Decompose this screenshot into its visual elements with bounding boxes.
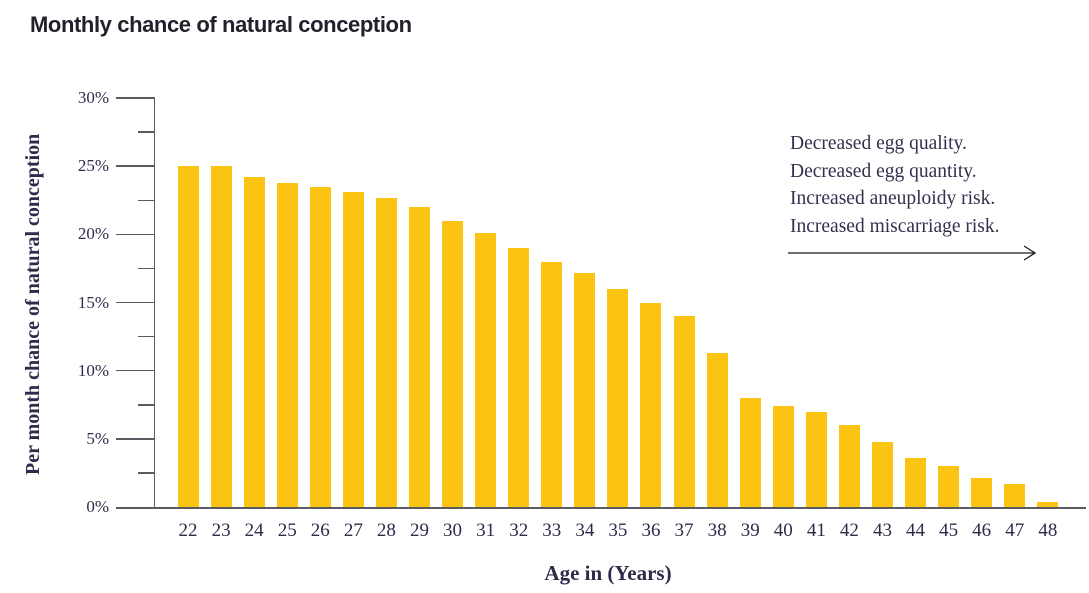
x-tick-label: 37	[674, 520, 694, 541]
bar-age-40	[772, 406, 794, 507]
x-tick-label: 36	[641, 520, 661, 541]
bar-age-30	[442, 220, 464, 507]
bar-age-48	[1037, 501, 1059, 507]
bar-age-26	[309, 186, 331, 507]
bar-age-39	[739, 397, 761, 507]
bar-age-35	[607, 288, 629, 507]
x-tick-label: 41	[806, 520, 826, 541]
x-tick-label: 38	[707, 520, 727, 541]
bar-age-42	[838, 425, 860, 507]
x-tick-label: 39	[740, 520, 760, 541]
bar-age-45	[938, 466, 960, 507]
bar-age-28	[375, 197, 397, 507]
y-axis-label: Per month chance of natural conception	[22, 133, 44, 475]
x-tick-label: 29	[409, 520, 429, 541]
y-major-tick	[116, 165, 155, 167]
bar-age-23	[210, 166, 232, 507]
bar-age-33	[541, 261, 563, 507]
y-tick-label: 0%	[86, 497, 109, 516]
bar-age-32	[508, 247, 530, 507]
x-axis-line	[116, 507, 1086, 509]
x-tick-label: 48	[1038, 520, 1058, 541]
bar-age-24	[243, 177, 265, 507]
y-minor-tick	[138, 335, 155, 338]
x-tick-label: 46	[972, 520, 992, 541]
x-tick-label: 23	[211, 520, 231, 541]
y-tick-label: 30%	[77, 88, 109, 107]
bar-age-47	[1004, 483, 1026, 507]
annotation: Decreased egg quality. Decreased egg quan…	[790, 130, 1000, 240]
bar-age-31	[475, 232, 497, 507]
x-tick-label: 25	[277, 520, 297, 541]
y-tick-label: 25%	[77, 156, 109, 176]
annotation-line: Decreased egg quantity.	[790, 160, 977, 182]
bar-age-44	[905, 457, 927, 507]
bar-age-38	[706, 352, 728, 507]
y-minor-tick	[138, 404, 155, 406]
y-minor-tick	[138, 199, 155, 201]
x-tick-label: 45	[939, 520, 959, 541]
x-tick-label: 34	[575, 520, 595, 541]
x-tick-label: 40	[773, 520, 793, 541]
bar-age-34	[574, 272, 596, 507]
x-tick-label: 47	[1005, 520, 1025, 541]
y-minor-tick	[138, 472, 155, 474]
y-minor-tick	[138, 131, 155, 133]
x-tick-label: 30	[443, 520, 463, 541]
x-tick-label: 31	[476, 520, 496, 541]
x-tick-label: 42	[839, 520, 859, 541]
y-tick-label: 5%	[86, 428, 109, 448]
y-tick-label: 20%	[77, 224, 109, 244]
bar-age-25	[276, 182, 298, 507]
annotation-line: Increased aneuploidy risk.	[790, 188, 996, 209]
bar-age-29	[408, 207, 430, 507]
x-tick-label: 32	[509, 520, 529, 541]
bar-age-43	[871, 441, 893, 507]
bar-age-27	[342, 192, 364, 507]
x-tick-label: 26	[310, 520, 330, 541]
y-minor-tick	[138, 267, 155, 270]
y-tick-label: 10%	[77, 360, 109, 380]
x-tick-label: 43	[872, 520, 892, 541]
bar-age-22	[177, 166, 199, 507]
y-major-tick	[116, 301, 155, 304]
x-tick-label: 35	[608, 520, 628, 541]
y-tick-label: 15%	[77, 292, 109, 312]
y-major-tick	[116, 233, 155, 236]
x-tick-label: 24	[244, 520, 264, 541]
y-major-tick	[116, 97, 155, 99]
bar-age-37	[673, 316, 695, 507]
bar-age-41	[805, 411, 827, 507]
plot-area: 30% 25% 20% 15% 10% 5% 0% 22 23 24 25 26 27 28 29 30 31 3…	[78, 88, 1086, 541]
x-tick-label: 44	[906, 520, 926, 541]
chart-title: Monthly chance of natural conception	[30, 12, 412, 37]
bar-age-46	[971, 478, 993, 507]
x-tick-label: 22	[178, 520, 198, 541]
annotation-line: Decreased egg quality.	[790, 133, 967, 154]
x-tick-label: 33	[542, 520, 562, 541]
bar-age-36	[640, 302, 662, 507]
x-axis-label: Age in (Years)	[544, 561, 672, 585]
trend-arrow-icon	[788, 245, 1037, 261]
annotation-line: Increased miscarriage risk.	[790, 215, 1000, 237]
x-tick-label: 27	[343, 520, 363, 541]
y-major-tick	[116, 438, 155, 440]
y-major-tick	[116, 369, 155, 372]
x-tick-label: 28	[376, 520, 396, 541]
